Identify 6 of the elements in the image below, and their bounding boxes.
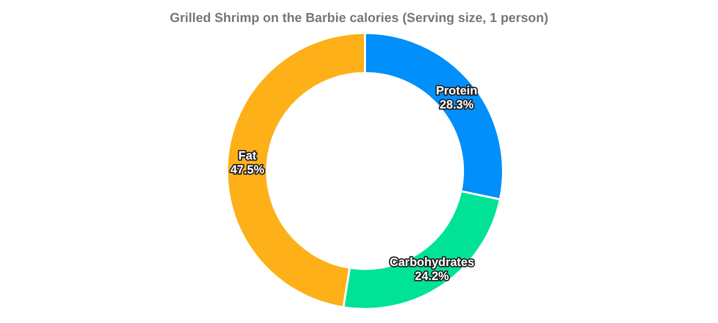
data-label: 24.2% [414, 269, 450, 284]
data-label: 28.3% [440, 98, 474, 112]
slice-label: Fat [238, 148, 256, 163]
data-label: 47.5% [230, 162, 265, 177]
chart-title: Grilled Shrimp on the Barbie calories (Serving size, 1 person) [170, 10, 548, 25]
slice-label: Protein [436, 84, 478, 98]
